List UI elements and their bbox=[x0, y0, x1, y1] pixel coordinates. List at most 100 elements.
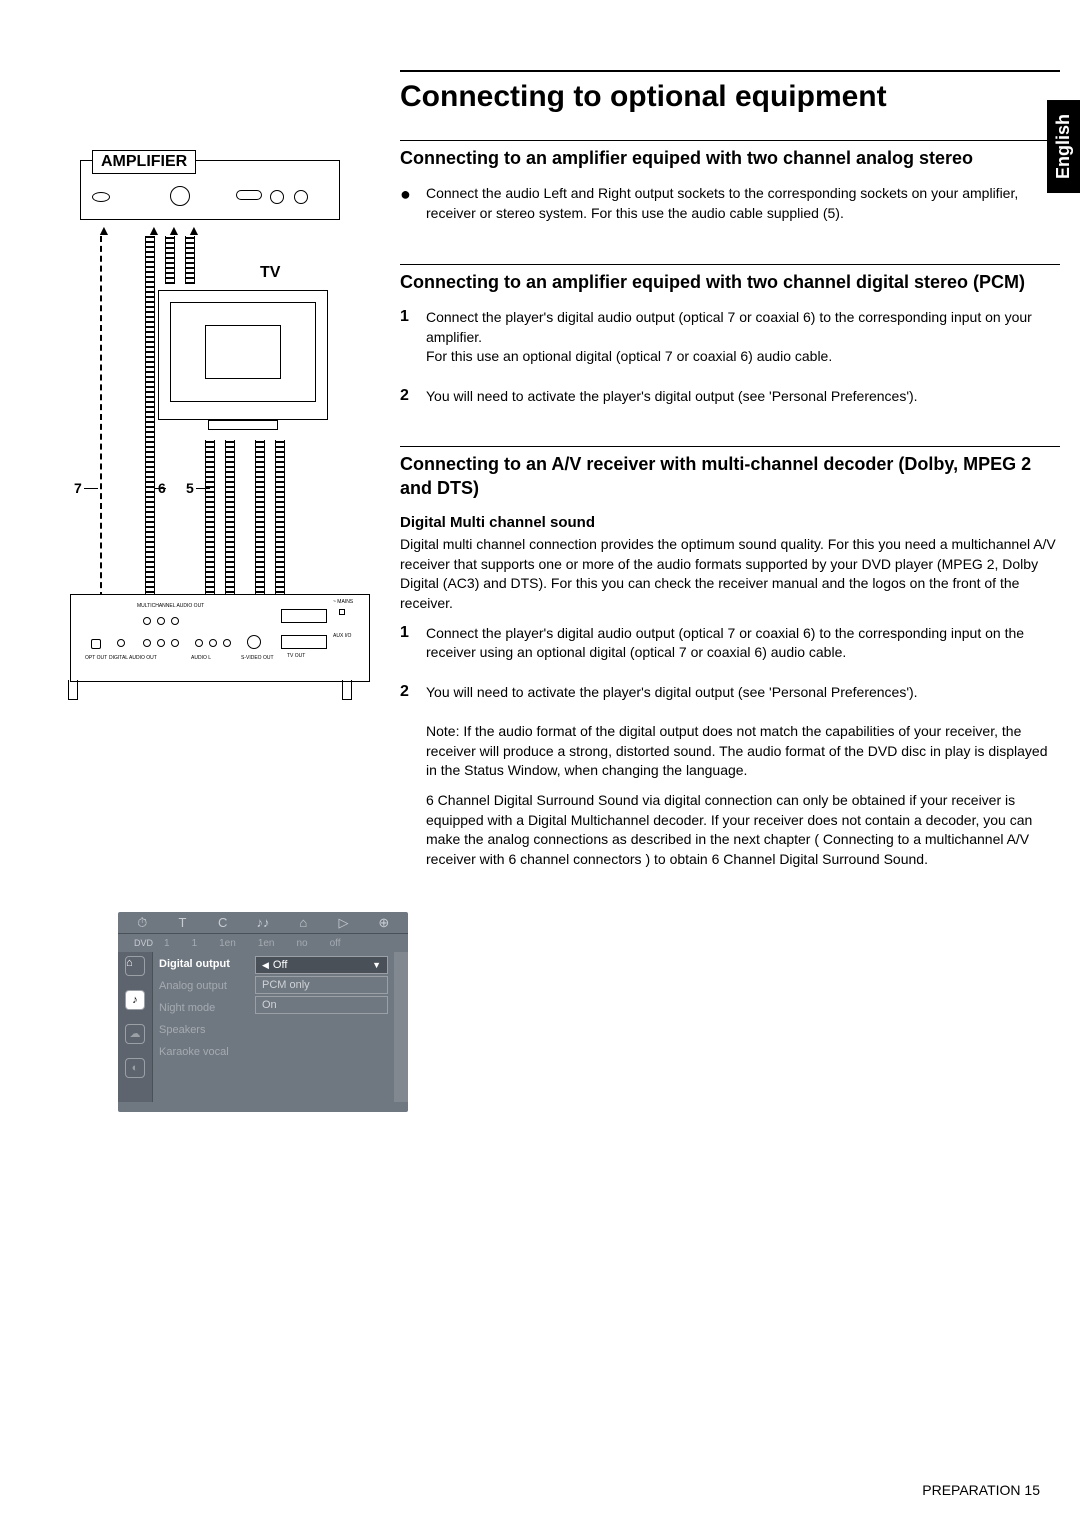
rca-port-icon bbox=[143, 639, 151, 647]
player-foot-icon bbox=[68, 680, 78, 700]
cable-coaxial bbox=[145, 236, 155, 598]
osd-sub-val: 1 bbox=[192, 938, 198, 949]
osd-body: ⌂ ♪ ☁ ◐ Digital output Analog output Nig… bbox=[118, 952, 408, 1102]
body-text: Connect the player's digital audio outpu… bbox=[426, 624, 1060, 663]
left-column: AMPLIFIER ▲ ▲ ▲ ▲ TV bbox=[50, 140, 370, 700]
cable-audio-r bbox=[225, 440, 235, 598]
amp-port-icon bbox=[92, 192, 110, 202]
page-title: Connecting to optional equipment bbox=[400, 70, 1060, 114]
osd-sub-val: 1en bbox=[219, 938, 236, 949]
amp-knob-icon bbox=[170, 186, 190, 206]
osd-top-row: ⏱ T C ♪♪ ⌂ ▷ ⊕ bbox=[118, 912, 408, 934]
port-label: OPT OUT bbox=[85, 655, 107, 661]
port-label: AUDIO L bbox=[191, 655, 211, 661]
coax-port-icon bbox=[117, 639, 125, 647]
port-label: MULTICHANNEL AUDIO OUT bbox=[137, 603, 204, 609]
osd-value-on: On bbox=[255, 996, 388, 1014]
osd-labels-col: Digital output Analog output Night mode … bbox=[153, 952, 249, 1102]
section-rule bbox=[400, 264, 1060, 265]
osd-side-icons: ⌂ ♪ ☁ ◐ bbox=[118, 952, 152, 1102]
port-label: AUX I/O bbox=[333, 633, 351, 639]
bullet-icon: ● bbox=[400, 184, 426, 233]
amp-slot-icon bbox=[236, 190, 262, 200]
section-analog: Connecting to an amplifier equiped with … bbox=[400, 140, 1060, 234]
body-text: Connect the player's digital audio outpu… bbox=[426, 308, 1060, 367]
body-text: You will need to activate the player's d… bbox=[426, 387, 918, 407]
rca-port-icon bbox=[171, 639, 179, 647]
osd-sub-val: 1 bbox=[164, 938, 170, 949]
cable-optical bbox=[100, 236, 102, 598]
leader-line bbox=[154, 488, 166, 489]
rca-port-icon bbox=[157, 639, 165, 647]
osd-picture-icon: ⌂ bbox=[125, 956, 145, 976]
port-label: TV OUT bbox=[287, 653, 305, 659]
rca-port-icon bbox=[223, 639, 231, 647]
osd-top-icon: T bbox=[162, 915, 202, 930]
rca-port-icon bbox=[157, 617, 165, 625]
amplifier-label: AMPLIFIER bbox=[92, 150, 196, 174]
right-column: Connecting to an amplifier equiped with … bbox=[400, 140, 1060, 899]
step-number: 1 bbox=[400, 624, 426, 673]
step-number: 1 bbox=[400, 308, 426, 377]
cable-audio-l bbox=[165, 236, 175, 284]
section-pcm: Connecting to an amplifier equiped with … bbox=[400, 264, 1060, 417]
osd-label-digital-output: Digital output bbox=[159, 958, 243, 970]
section-title-analog: Connecting to an amplifier equiped with … bbox=[400, 147, 1060, 170]
connection-diagram: AMPLIFIER ▲ ▲ ▲ ▲ TV bbox=[50, 140, 370, 700]
osd-features-icon: ◐ bbox=[125, 1058, 145, 1078]
cable-video bbox=[255, 440, 265, 598]
player-back-panel: OPT OUT DIGITAL AUDIO OUT MULTICHANNEL A… bbox=[70, 594, 370, 682]
osd-value-pcm: PCM only bbox=[255, 976, 388, 994]
osd-top-icon: ⏱ bbox=[122, 915, 162, 931]
player-foot-icon bbox=[342, 680, 352, 700]
page-footer: PREPARATION 15 bbox=[922, 1482, 1040, 1498]
cable-audio-l bbox=[205, 440, 215, 598]
osd-lang-icon: ☁ bbox=[125, 1024, 145, 1044]
note-text: 6 Channel Digital Surround Sound via dig… bbox=[426, 791, 1060, 869]
svideo-port-icon bbox=[247, 635, 261, 649]
scart-port-icon bbox=[281, 635, 327, 649]
cable-label-5: 5 bbox=[186, 480, 194, 496]
cable-video bbox=[275, 440, 285, 598]
amp-jack-icon bbox=[270, 190, 284, 204]
tv-screen-inner bbox=[205, 325, 281, 379]
port-label: S-VIDEO OUT bbox=[241, 655, 274, 661]
optical-port-icon bbox=[91, 639, 101, 649]
bullet-item: ● Connect the audio Left and Right outpu… bbox=[400, 184, 1060, 233]
port-label: ~ MAINS bbox=[333, 599, 353, 605]
osd-top-icon: ♪♪ bbox=[243, 915, 283, 930]
body-text: Digital multi channel connection provide… bbox=[400, 535, 1060, 613]
leader-line bbox=[84, 488, 98, 489]
osd-dvd-label: DVD bbox=[134, 938, 154, 948]
step-item: 1 Connect the player's digital audio out… bbox=[400, 308, 1060, 377]
cable-label-7: 7 bbox=[74, 480, 82, 496]
osd-top-icon: ⊕ bbox=[364, 915, 404, 931]
body-text: Connect the audio Left and Right output … bbox=[426, 184, 1060, 223]
tv-stand bbox=[208, 420, 278, 430]
section-rule bbox=[400, 140, 1060, 141]
osd-audio-icon: ♪ bbox=[125, 990, 145, 1010]
rca-port-icon bbox=[143, 617, 151, 625]
tv-label: TV bbox=[260, 264, 280, 282]
amp-jack-icon bbox=[294, 190, 308, 204]
rca-port-icon bbox=[209, 639, 217, 647]
osd-right-bar bbox=[394, 952, 408, 1102]
osd-sub-row: DVD 1 1 1en 1en no off bbox=[118, 934, 408, 952]
section-multichannel: Connecting to an A/V receiver with multi… bbox=[400, 446, 1060, 869]
step-item: 2 You will need to activate the player's… bbox=[400, 683, 1060, 713]
step-item: 2 You will need to activate the player's… bbox=[400, 387, 1060, 417]
step-number: 2 bbox=[400, 387, 426, 417]
section-rule bbox=[400, 446, 1060, 447]
osd-top-icon: C bbox=[203, 915, 243, 930]
rca-port-icon bbox=[195, 639, 203, 647]
section-title-pcm: Connecting to an amplifier equiped with … bbox=[400, 271, 1060, 294]
note-text: Note: If the audio format of the digital… bbox=[426, 722, 1060, 781]
scart-port-icon bbox=[281, 609, 327, 623]
osd-sub-val: 1en bbox=[258, 938, 275, 949]
body-text: You will need to activate the player's d… bbox=[426, 683, 918, 703]
osd-label-karaoke: Karaoke vocal bbox=[159, 1046, 243, 1058]
osd-top-icon: ⌂ bbox=[283, 915, 323, 930]
osd-values-col: Off PCM only On bbox=[249, 952, 394, 1102]
osd-value-off: Off bbox=[255, 956, 388, 974]
osd-menu: ⏱ T C ♪♪ ⌂ ▷ ⊕ DVD 1 1 1en 1en no off ⌂ bbox=[118, 912, 408, 1112]
